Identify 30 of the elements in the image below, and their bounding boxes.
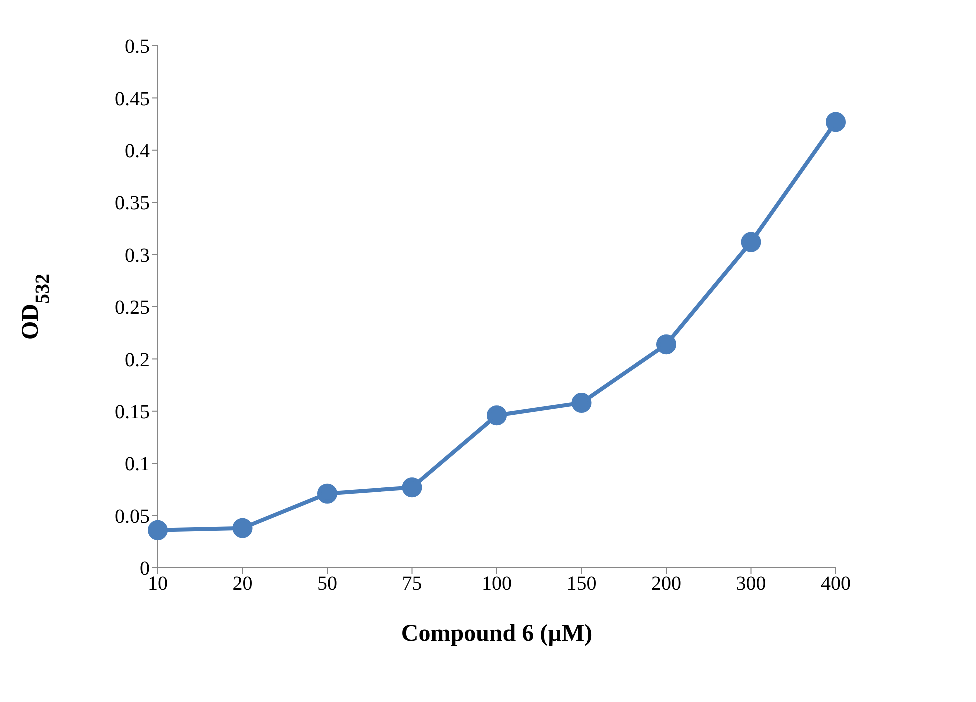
x-tick-label: 10 [148, 573, 168, 596]
point [232, 518, 253, 538]
y-tick-label: 0.25 [115, 297, 150, 320]
x-tick-label: 400 [821, 573, 851, 596]
point [572, 393, 592, 414]
point [148, 520, 168, 540]
x-axis-title: Compound 6 (µM) [401, 621, 593, 648]
x-tick-label: 200 [652, 573, 682, 596]
x-tick-label: 100 [482, 573, 512, 596]
y-tick-label: 0.1 [125, 454, 150, 476]
x-tick-label: 150 [566, 573, 597, 596]
y-tick-label: 0.2 [125, 349, 150, 372]
point [487, 406, 507, 426]
y-tick-label: 0.05 [115, 506, 150, 528]
x-tick-label: 20 [232, 573, 253, 596]
point [318, 484, 338, 504]
y-tick-label: 0.3 [125, 244, 150, 267]
x-tick-label: 75 [402, 573, 422, 596]
y-tick-label: 0.15 [115, 402, 150, 424]
point [741, 232, 762, 252]
point [656, 334, 676, 355]
point [826, 112, 846, 132]
y-tick-label: 0.45 [115, 88, 150, 110]
y-tick-label: 0.35 [115, 192, 150, 215]
x-tick-label: 300 [736, 573, 766, 596]
point [402, 478, 422, 498]
y-tick-label: 0 [140, 558, 150, 580]
y-tick-label: 0.5 [125, 36, 150, 58]
x-tick-label: 50 [318, 573, 338, 596]
y-tick-label: 0.4 [125, 140, 150, 162]
